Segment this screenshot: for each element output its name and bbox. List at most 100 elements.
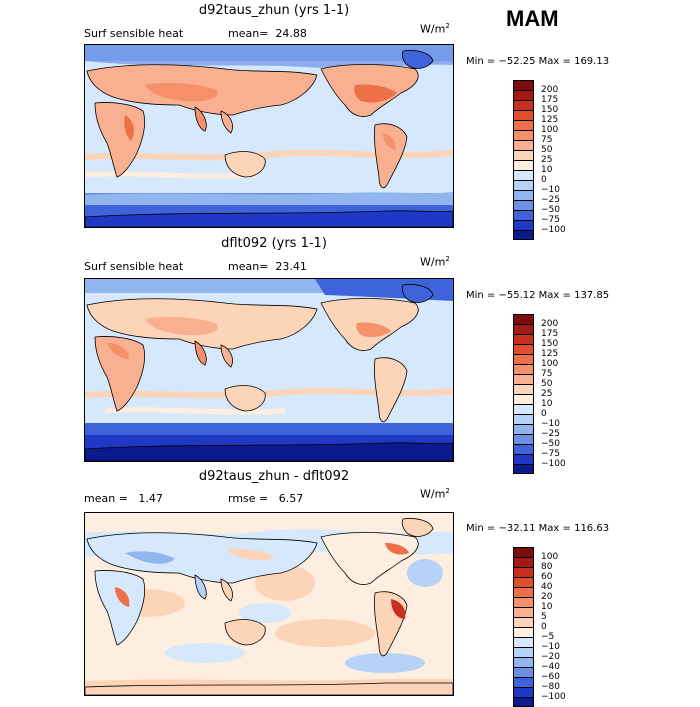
colorbar-tick-label: 0	[541, 175, 547, 185]
colorbar-tick-label: 175	[541, 95, 559, 105]
colorbar-tick-label: −60	[541, 672, 560, 682]
colorbar-swatch	[513, 344, 534, 354]
panel-3-map	[84, 512, 454, 696]
colorbar-tick-label: 10	[541, 399, 553, 409]
colorbar-tick-label: 40	[541, 582, 553, 592]
colorbar-tick-label: 20	[541, 592, 553, 602]
colorbar-tick-label: 200	[541, 319, 559, 329]
colorbar-swatch	[513, 577, 534, 587]
panel-1-title: d92taus_zhun (yrs 1-1)	[198, 3, 350, 18]
colorbar-tick-label: 50	[541, 379, 553, 389]
colorbar-swatch	[513, 90, 534, 100]
panel-2-map	[84, 278, 454, 462]
colorbar-swatch	[513, 170, 534, 180]
colorbar-swatch	[513, 210, 534, 220]
panel-1-minmax: Min = −52.25 Max = 169.13	[466, 56, 610, 67]
colorbar-tick-label: −25	[541, 429, 560, 439]
panel-1-variable-label: Surf sensible heat	[84, 27, 184, 40]
panel-2-colorbar	[513, 314, 534, 474]
colorbar-swatch	[513, 617, 534, 627]
colorbar-tick-label: −20	[541, 652, 560, 662]
colorbar-tick-label: 150	[541, 339, 559, 349]
colorbar-tick-label: −10	[541, 419, 560, 429]
panel-3-unit: W/m2	[420, 487, 450, 501]
panel-3-colorbar	[513, 547, 534, 707]
colorbar-swatch	[513, 647, 534, 657]
colorbar-swatch	[513, 374, 534, 384]
colorbar-swatch	[513, 334, 534, 344]
colorbar-tick-label: −50	[541, 439, 560, 449]
colorbar-swatch	[513, 354, 534, 364]
colorbar-swatch	[513, 150, 534, 160]
colorbar-swatch	[513, 607, 534, 617]
colorbar-swatch	[513, 677, 534, 687]
panel-1-unit: W/m2	[420, 22, 450, 36]
colorbar-swatch	[513, 434, 534, 444]
colorbar-tick-label: 100	[541, 125, 559, 135]
colorbar-swatch	[513, 667, 534, 677]
panel-3-mean-label: mean = 1.47	[84, 492, 163, 505]
colorbar-swatch	[513, 637, 534, 647]
panel-3-rmse-label: rmse = 6.57	[228, 492, 304, 505]
colorbar-swatch	[513, 364, 534, 374]
colorbar-swatch	[513, 657, 534, 667]
panel-1-mean-label: mean= 24.88	[228, 27, 307, 40]
colorbar-swatch	[513, 627, 534, 637]
colorbar-tick-label: 10	[541, 165, 553, 175]
panel-2-variable-label: Surf sensible heat	[84, 260, 184, 273]
colorbar-swatch	[513, 220, 534, 230]
colorbar-swatch	[513, 324, 534, 334]
colorbar-swatch	[513, 454, 534, 464]
colorbar-swatch	[513, 404, 534, 414]
colorbar-tick-label: −100	[541, 459, 566, 469]
panel-2-mean-value: 23.41	[275, 260, 307, 273]
panel-2-map-canvas	[85, 279, 453, 461]
colorbar-tick-label: 125	[541, 115, 559, 125]
colorbar-swatch	[513, 444, 534, 454]
colorbar-tick-label: −100	[541, 225, 566, 235]
colorbar-swatch	[513, 394, 534, 404]
colorbar-tick-label: −75	[541, 215, 560, 225]
colorbar-tick-label: 25	[541, 155, 553, 165]
panel-1-mean-value: 24.88	[275, 27, 307, 40]
colorbar-swatch	[513, 190, 534, 200]
colorbar-swatch	[513, 547, 534, 557]
colorbar-tick-label: 80	[541, 562, 553, 572]
colorbar-tick-label: 10	[541, 602, 553, 612]
colorbar-tick-label: 25	[541, 389, 553, 399]
panel-2-mean-label: mean= 23.41	[228, 260, 307, 273]
colorbar-swatch	[513, 314, 534, 324]
colorbar-swatch	[513, 464, 534, 474]
colorbar-swatch	[513, 587, 534, 597]
panel-2-minmax: Min = −55.12 Max = 137.85	[466, 290, 610, 301]
colorbar-tick-label: −10	[541, 185, 560, 195]
season-label: MAM	[506, 6, 559, 31]
panel-2-title: dflt092 (yrs 1-1)	[221, 236, 327, 251]
colorbar-tick-label: −50	[541, 205, 560, 215]
colorbar-tick-label: 0	[541, 409, 547, 419]
panel-2-unit: W/m2	[420, 255, 450, 269]
colorbar-swatch	[513, 160, 534, 170]
colorbar-tick-label: −25	[541, 195, 560, 205]
colorbar-swatch	[513, 557, 534, 567]
colorbar-swatch	[513, 414, 534, 424]
colorbar-tick-label: 150	[541, 105, 559, 115]
colorbar-tick-label: 100	[541, 552, 559, 562]
colorbar-tick-label: 200	[541, 85, 559, 95]
panel-3-minmax: Min = −32.11 Max = 116.63	[466, 523, 610, 534]
colorbar-swatch	[513, 140, 534, 150]
colorbar-tick-label: 50	[541, 145, 553, 155]
colorbar-swatch	[513, 384, 534, 394]
colorbar-tick-label: 125	[541, 349, 559, 359]
colorbar-tick-label: −10	[541, 642, 560, 652]
colorbar-swatch	[513, 567, 534, 577]
colorbar-swatch	[513, 424, 534, 434]
colorbar-swatch	[513, 230, 534, 240]
colorbar-swatch	[513, 697, 534, 707]
colorbar-swatch	[513, 200, 534, 210]
colorbar-tick-label: 75	[541, 369, 553, 379]
panel-1-map-canvas	[85, 45, 453, 227]
panel-3-title: d92taus_zhun - dflt092	[198, 469, 350, 484]
panel-3-map-canvas	[85, 513, 453, 695]
colorbar-tick-label: 5	[541, 612, 547, 622]
